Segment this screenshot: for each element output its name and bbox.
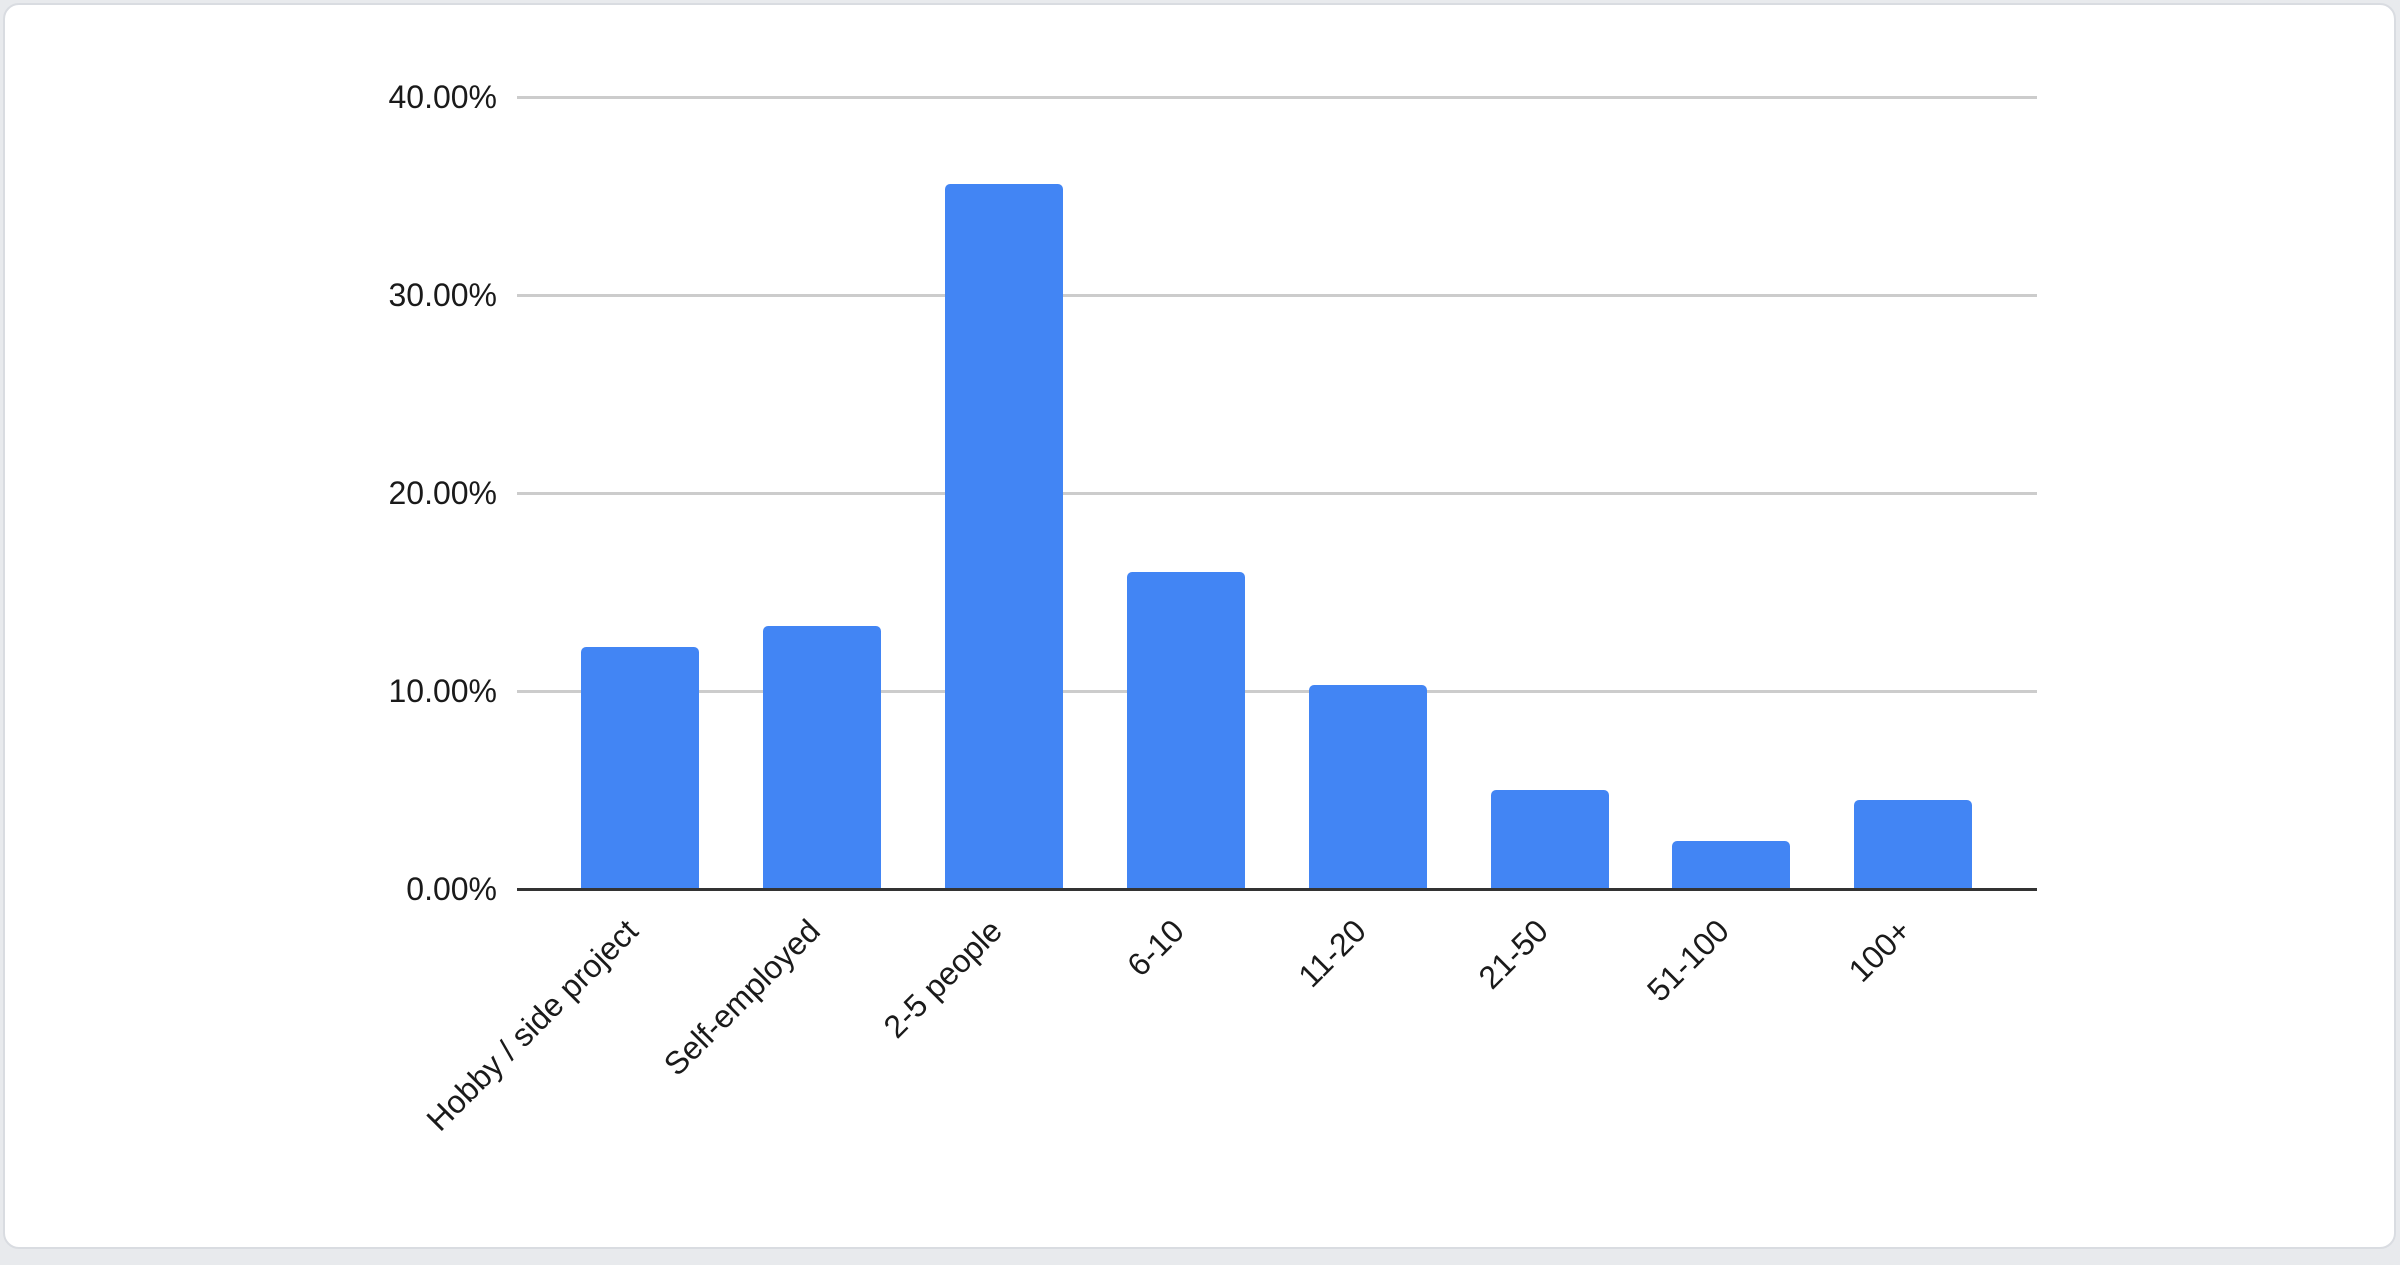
gridline-40: [517, 96, 2037, 99]
gridline-10: [517, 690, 2037, 693]
bar-6-10[interactable]: [1126, 572, 1245, 891]
bar-self-employed[interactable]: [763, 625, 882, 891]
y-tick-label: 30.00%: [388, 277, 497, 313]
x-category-label: 2-5 people: [876, 912, 1009, 1045]
bar-100[interactable]: [1854, 799, 1973, 891]
y-tick-label: 0.00%: [406, 871, 497, 907]
bar-hobby-side-project[interactable]: [581, 647, 700, 891]
x-category-label: 21-50: [1471, 912, 1555, 996]
bar-51-100[interactable]: [1672, 841, 1791, 891]
gridline-20: [517, 492, 2037, 495]
gridline-30: [517, 294, 2037, 297]
y-tick-label: 40.00%: [388, 79, 497, 115]
bar-11-20[interactable]: [1308, 685, 1427, 891]
x-category-label: 100+: [1841, 912, 1919, 989]
y-tick-label: 10.00%: [388, 673, 497, 709]
y-tick-label: 20.00%: [388, 475, 497, 511]
x-category-label: Hobby / side project: [419, 912, 646, 1138]
x-axis-line: [517, 888, 2037, 891]
x-category-label: 51-100: [1640, 912, 1737, 1009]
chart-card[interactable]: 0.00% 10.00% 20.00% 30.00% 40.00% Hobby / si…: [3, 3, 2396, 1249]
x-category-label: Self-employed: [656, 912, 828, 1083]
bar-chart: 0.00% 10.00% 20.00% 30.00% 40.00% Hobby / si…: [5, 5, 2394, 1247]
x-category-label: 11-20: [1290, 912, 1373, 995]
bar-2-5-people[interactable]: [945, 184, 1064, 891]
x-category-label: 6-10: [1120, 912, 1191, 984]
bar-21-50[interactable]: [1490, 790, 1609, 891]
